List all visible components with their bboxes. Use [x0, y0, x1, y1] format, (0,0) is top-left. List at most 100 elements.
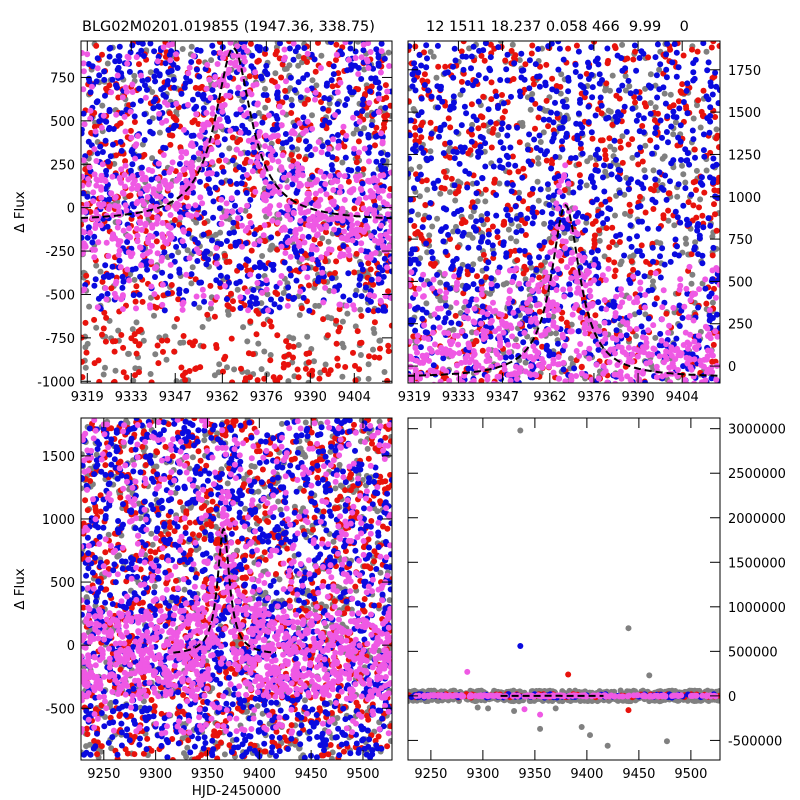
point — [154, 214, 161, 221]
point — [137, 97, 144, 104]
point — [351, 205, 358, 212]
point — [128, 148, 135, 155]
point — [252, 300, 259, 307]
point — [93, 262, 100, 269]
point — [334, 355, 341, 362]
point — [453, 129, 460, 135]
point — [143, 211, 150, 218]
point — [229, 379, 236, 383]
point — [278, 273, 285, 279]
point — [133, 225, 140, 232]
point — [417, 344, 424, 351]
point — [650, 278, 656, 285]
point — [162, 60, 169, 67]
point — [623, 128, 630, 135]
x-tick-label: 9404 — [338, 390, 371, 405]
point — [632, 99, 638, 106]
point — [470, 82, 476, 89]
point — [704, 67, 711, 74]
point — [714, 132, 720, 139]
point — [352, 48, 359, 55]
point — [337, 79, 344, 86]
point — [291, 294, 298, 301]
point — [242, 240, 249, 247]
point — [251, 264, 258, 271]
point — [421, 82, 428, 88]
point — [305, 195, 312, 202]
point — [415, 260, 422, 267]
point — [338, 250, 345, 257]
point — [160, 152, 167, 158]
point — [363, 284, 369, 291]
point — [626, 277, 633, 283]
point — [83, 201, 90, 208]
point — [679, 81, 686, 88]
point — [708, 290, 715, 297]
point — [145, 236, 152, 242]
point — [83, 272, 90, 279]
point — [487, 54, 494, 61]
point — [127, 49, 134, 56]
point — [260, 321, 267, 328]
point — [114, 224, 121, 231]
point — [152, 96, 159, 103]
point — [116, 58, 123, 65]
point — [285, 172, 292, 178]
point — [642, 379, 648, 383]
point — [653, 295, 660, 302]
point — [636, 95, 643, 101]
point — [120, 369, 127, 376]
point — [334, 362, 341, 369]
point — [136, 85, 143, 92]
point — [355, 138, 362, 145]
point — [408, 98, 412, 105]
point — [690, 60, 697, 67]
point — [543, 97, 550, 104]
point — [652, 270, 659, 277]
point — [165, 127, 172, 133]
point — [354, 220, 361, 227]
point — [359, 108, 366, 114]
point — [102, 137, 109, 144]
point — [241, 41, 248, 45]
point — [502, 108, 508, 115]
point — [463, 110, 470, 117]
point — [124, 239, 131, 245]
point — [447, 285, 454, 292]
point — [306, 350, 313, 357]
point — [81, 250, 86, 257]
point — [242, 375, 249, 382]
point — [698, 108, 705, 115]
point — [457, 310, 464, 316]
point — [147, 304, 154, 311]
point — [580, 83, 586, 90]
point — [701, 189, 708, 196]
point — [301, 100, 308, 107]
point — [168, 67, 175, 74]
point — [348, 230, 355, 237]
point — [512, 247, 519, 254]
point — [255, 340, 262, 347]
point — [465, 244, 472, 251]
point — [504, 51, 511, 58]
point — [487, 119, 494, 126]
point — [220, 368, 226, 375]
point — [367, 49, 374, 55]
point — [606, 302, 613, 309]
point — [363, 222, 370, 229]
point — [675, 98, 682, 105]
point — [218, 179, 225, 186]
point — [160, 348, 166, 355]
point — [200, 292, 207, 299]
point — [225, 311, 232, 318]
point — [209, 110, 216, 117]
point — [611, 273, 618, 280]
point — [230, 52, 237, 59]
point — [609, 72, 616, 79]
point — [629, 154, 636, 161]
point — [387, 102, 392, 109]
point — [128, 335, 135, 342]
point — [237, 294, 244, 301]
point — [716, 43, 720, 49]
point — [579, 150, 586, 157]
